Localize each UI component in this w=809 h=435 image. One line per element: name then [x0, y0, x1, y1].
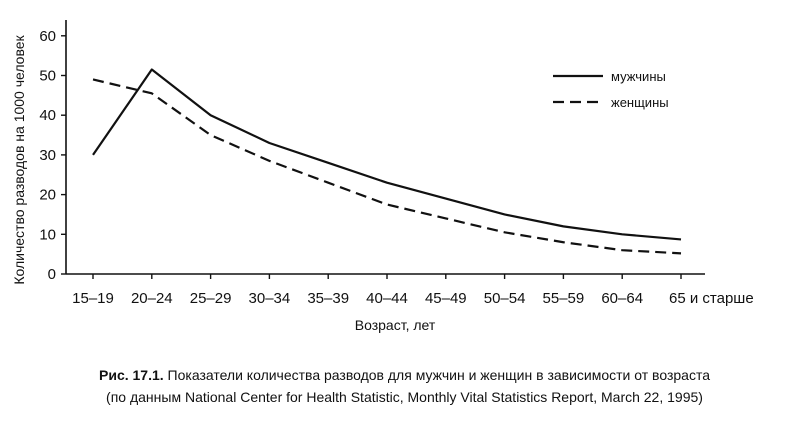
- series-line-men: [92, 68, 682, 241]
- x-tick-label: 65 и старше: [669, 290, 754, 307]
- x-axis-title: Возраст, лет: [355, 317, 436, 333]
- y-axis-ticks: 0 10 20 30 40 50 60: [39, 28, 66, 283]
- x-tick-label: 25–29: [190, 290, 232, 307]
- line-chart: 0 10 20 30 40 50 60 15–19 20–24 25–29 30–34 35–39 4…: [11, 20, 754, 333]
- x-axis-ticks: 15–19 20–24 25–29 30–34 35–39 40–44 45–49 50–54…: [72, 274, 754, 307]
- x-tick-label: 20–24: [131, 290, 173, 307]
- y-tick-label: 10: [39, 226, 56, 243]
- x-tick-label: 30–34: [249, 290, 291, 307]
- caption-label: Рис. 17.1.: [99, 367, 164, 383]
- y-tick-label: 60: [39, 28, 56, 45]
- legend: мужчины женщины: [553, 69, 669, 110]
- y-tick-label: 0: [48, 266, 56, 283]
- x-tick-label: 15–19: [72, 290, 114, 307]
- x-tick-label: 35–39: [307, 290, 349, 307]
- x-tick-label: 40–44: [366, 290, 408, 307]
- series-line-women: [92, 78, 682, 255]
- caption-line-2: (по данным National Center for Health St…: [106, 389, 703, 405]
- legend-label: женщины: [611, 95, 669, 110]
- y-tick-label: 30: [39, 147, 56, 164]
- y-axis-title: Количество разводов на 1000 человек: [11, 34, 27, 284]
- axes: [65, 20, 705, 275]
- x-tick-label: 50–54: [484, 290, 526, 307]
- figure-caption: Рис. 17.1. Показатели количества разводо…: [0, 364, 809, 408]
- x-tick-label: 45–49: [425, 290, 467, 307]
- x-tick-label: 60–64: [601, 290, 643, 307]
- caption-line-1: Рис. 17.1. Показатели количества разводо…: [0, 364, 809, 386]
- series-lines: [92, 68, 682, 255]
- x-tick-label: 55–59: [543, 290, 585, 307]
- caption-title: Показатели количества разводов для мужчи…: [167, 367, 710, 383]
- legend-label: мужчины: [611, 69, 666, 84]
- y-tick-label: 50: [39, 68, 56, 85]
- y-tick-label: 40: [39, 107, 56, 124]
- y-tick-label: 20: [39, 187, 56, 204]
